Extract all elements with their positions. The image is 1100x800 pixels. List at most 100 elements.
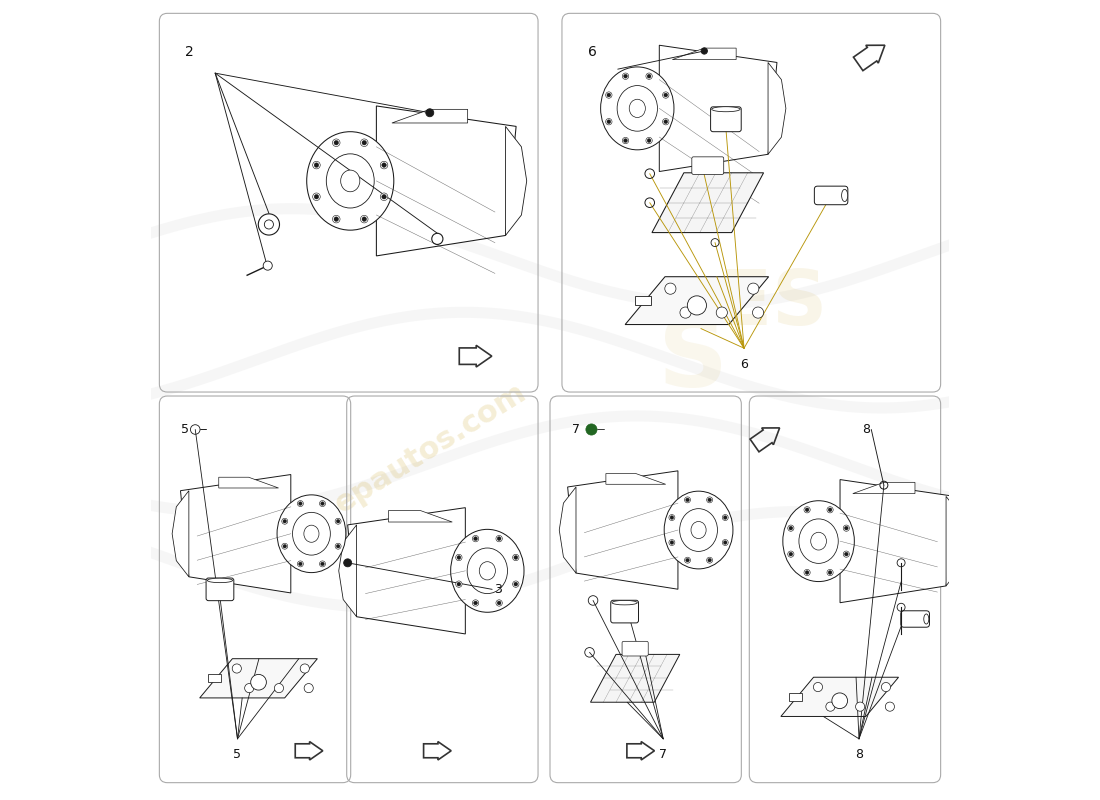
Circle shape xyxy=(623,138,629,144)
Circle shape xyxy=(788,525,794,531)
Circle shape xyxy=(343,559,352,567)
Polygon shape xyxy=(392,110,468,123)
Ellipse shape xyxy=(468,548,507,594)
Text: ES: ES xyxy=(719,267,827,342)
Circle shape xyxy=(334,141,339,145)
Text: 3: 3 xyxy=(495,583,503,596)
Text: 6: 6 xyxy=(587,45,596,58)
Circle shape xyxy=(606,118,612,125)
Text: 5: 5 xyxy=(180,423,189,436)
Circle shape xyxy=(723,539,728,546)
Circle shape xyxy=(670,516,673,519)
Circle shape xyxy=(724,516,727,519)
Circle shape xyxy=(300,664,309,673)
Polygon shape xyxy=(606,474,666,484)
Circle shape xyxy=(232,664,241,673)
Polygon shape xyxy=(591,654,680,702)
FancyBboxPatch shape xyxy=(692,157,724,174)
FancyBboxPatch shape xyxy=(610,600,638,623)
Circle shape xyxy=(804,506,811,513)
Circle shape xyxy=(382,194,386,199)
Circle shape xyxy=(826,702,835,711)
Circle shape xyxy=(304,683,313,693)
Circle shape xyxy=(669,514,675,521)
Circle shape xyxy=(297,561,304,567)
Circle shape xyxy=(647,138,651,142)
Circle shape xyxy=(298,562,302,566)
Circle shape xyxy=(282,543,288,550)
Circle shape xyxy=(312,162,320,169)
Circle shape xyxy=(832,693,848,709)
Circle shape xyxy=(723,514,728,521)
Polygon shape xyxy=(625,277,769,325)
Circle shape xyxy=(472,600,478,606)
Circle shape xyxy=(706,557,713,563)
Circle shape xyxy=(724,541,727,544)
Text: epautos.com: epautos.com xyxy=(329,377,531,518)
Circle shape xyxy=(381,162,388,169)
Text: 5: 5 xyxy=(233,748,242,762)
FancyBboxPatch shape xyxy=(206,578,234,601)
Circle shape xyxy=(663,120,668,124)
Text: 7: 7 xyxy=(572,423,580,436)
Ellipse shape xyxy=(304,525,319,542)
Polygon shape xyxy=(946,496,964,586)
Circle shape xyxy=(332,215,340,223)
Circle shape xyxy=(514,555,518,559)
Circle shape xyxy=(607,120,610,124)
Circle shape xyxy=(497,601,500,605)
Ellipse shape xyxy=(277,495,345,573)
Ellipse shape xyxy=(783,501,855,582)
Circle shape xyxy=(805,508,808,512)
Circle shape xyxy=(315,194,319,199)
Circle shape xyxy=(624,138,627,142)
Polygon shape xyxy=(568,471,678,590)
Text: 8: 8 xyxy=(862,423,870,436)
Text: 8: 8 xyxy=(855,748,864,762)
Polygon shape xyxy=(180,474,290,593)
Circle shape xyxy=(297,501,304,506)
Circle shape xyxy=(497,537,500,541)
Circle shape xyxy=(680,307,691,318)
Circle shape xyxy=(844,525,849,531)
Circle shape xyxy=(646,73,652,79)
Circle shape xyxy=(381,193,388,201)
FancyBboxPatch shape xyxy=(901,610,930,627)
Polygon shape xyxy=(376,106,516,256)
Polygon shape xyxy=(208,674,221,682)
Ellipse shape xyxy=(664,491,733,569)
Circle shape xyxy=(319,501,326,506)
Circle shape xyxy=(283,519,286,523)
Circle shape xyxy=(664,283,676,294)
Circle shape xyxy=(472,535,478,542)
Circle shape xyxy=(845,552,848,556)
Circle shape xyxy=(707,498,712,502)
Text: 2: 2 xyxy=(185,45,194,58)
Circle shape xyxy=(332,139,340,146)
Ellipse shape xyxy=(811,532,826,550)
Polygon shape xyxy=(172,490,189,577)
Polygon shape xyxy=(506,126,527,235)
Circle shape xyxy=(844,551,849,558)
Circle shape xyxy=(455,554,462,561)
Circle shape xyxy=(647,74,651,78)
Circle shape xyxy=(321,562,324,566)
Circle shape xyxy=(752,307,763,318)
Ellipse shape xyxy=(629,99,646,118)
Ellipse shape xyxy=(601,67,674,150)
Circle shape xyxy=(312,193,320,201)
Circle shape xyxy=(886,702,894,711)
Circle shape xyxy=(813,682,823,692)
Ellipse shape xyxy=(842,190,848,202)
Ellipse shape xyxy=(712,106,740,112)
Circle shape xyxy=(789,552,793,556)
Circle shape xyxy=(685,558,690,562)
FancyBboxPatch shape xyxy=(814,186,848,205)
Circle shape xyxy=(606,92,612,98)
Text: 7: 7 xyxy=(659,748,668,762)
Circle shape xyxy=(362,217,366,222)
Circle shape xyxy=(496,535,503,542)
Circle shape xyxy=(607,93,610,97)
Circle shape xyxy=(827,570,833,576)
Polygon shape xyxy=(635,296,651,306)
